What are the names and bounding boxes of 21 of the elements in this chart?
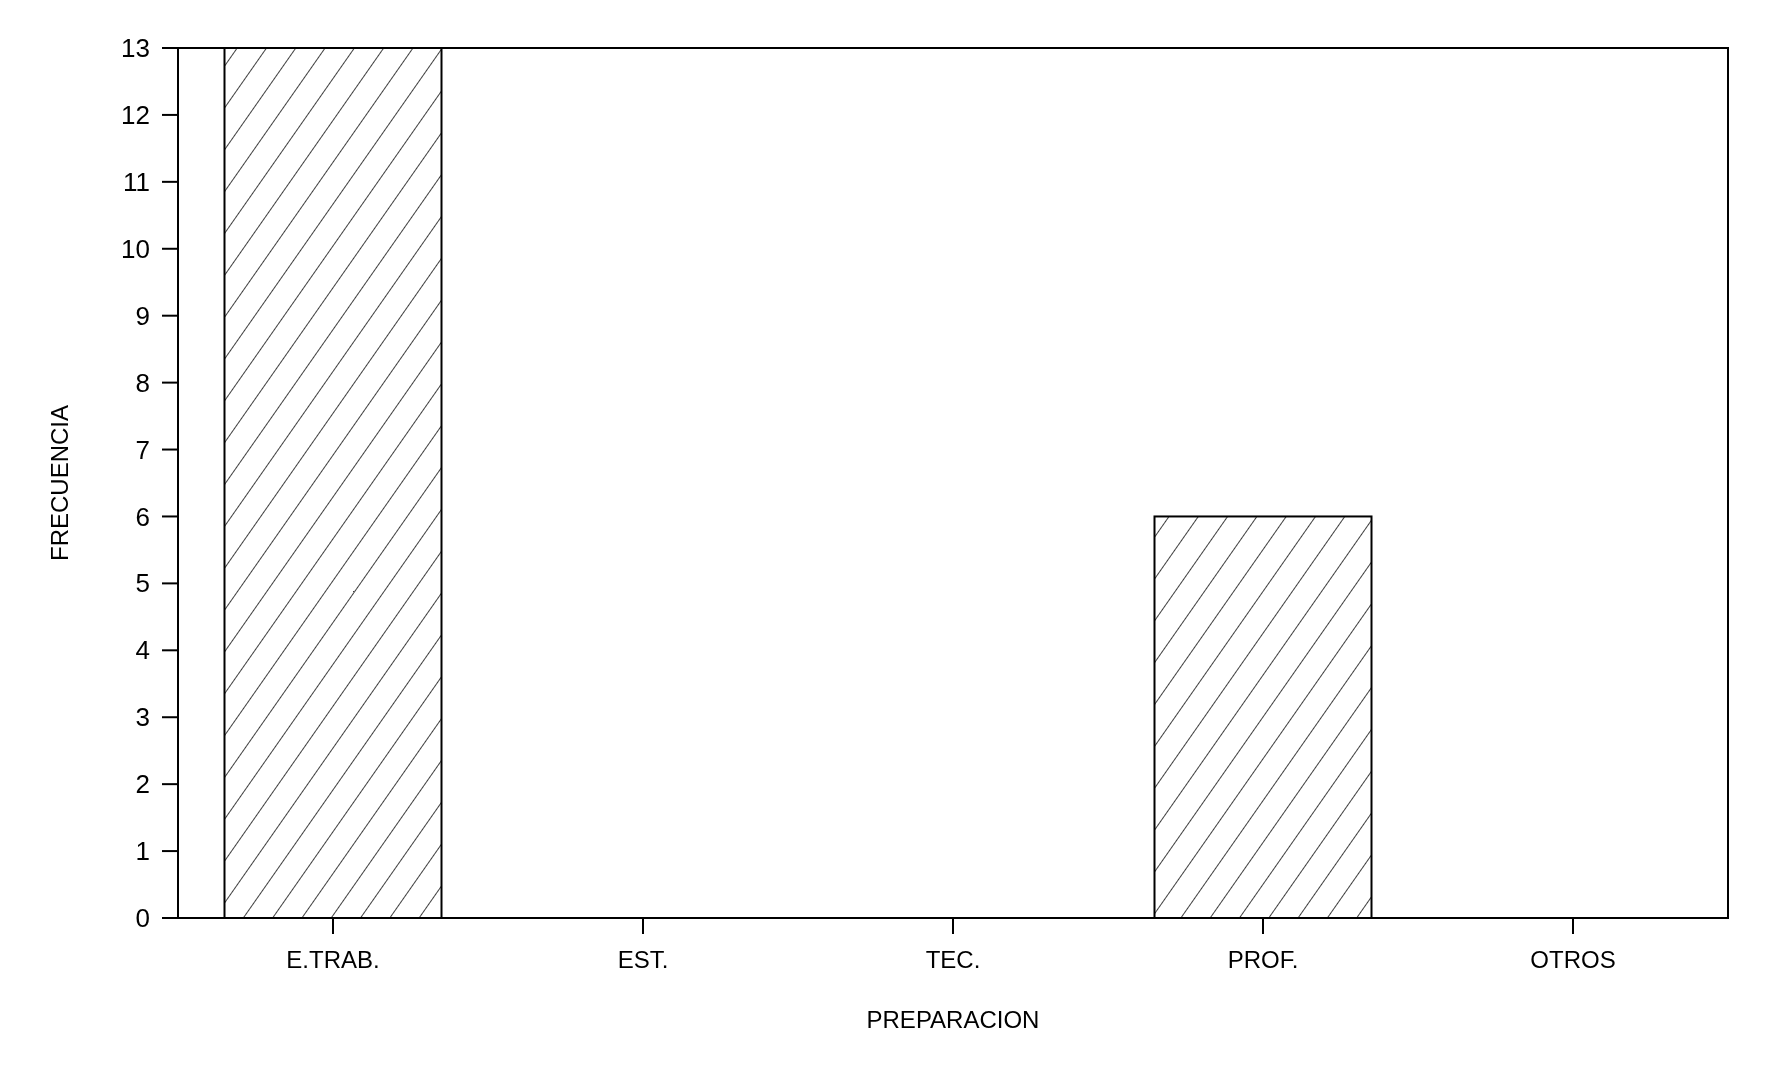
y-tick-label: 0 [135,903,150,934]
x-tick-label: TEC. [925,946,981,973]
y-tick-label: 4 [135,635,150,666]
x-tick-label: EST. [617,946,669,973]
x-axis-title: PREPARACION [866,1006,1040,1033]
y-tick-label: 5 [135,568,150,599]
y-axis-title: FRECUENCIA [46,404,73,562]
x-tick-label: E.TRAB. [286,946,380,973]
y-tick-label: 8 [135,367,150,398]
y-tick-label: 7 [135,434,150,465]
y-tick-label: 9 [135,300,150,331]
y-tick-label: 10 [121,233,150,264]
y-tick-label: 3 [135,702,150,733]
y-tick-label: 1 [135,836,150,867]
y-tick-label: 11 [123,166,150,197]
x-tick-label: OTROS [1530,946,1616,973]
y-tick-label: 13 [121,33,150,64]
y-tick-label: 12 [121,100,150,131]
x-tick-label: PROF. [1227,946,1299,973]
y-tick-label: 2 [135,769,150,800]
y-tick-label: 6 [135,501,150,532]
